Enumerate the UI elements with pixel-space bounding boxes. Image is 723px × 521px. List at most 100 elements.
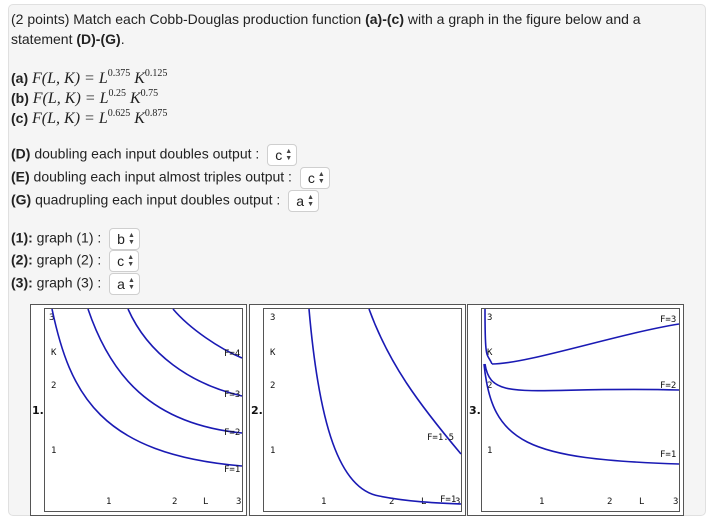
level-curve-f1 <box>51 308 243 467</box>
level-curve-f3-tail <box>491 323 680 365</box>
statement-g: (G) quadrupling each input doubles outpu… <box>11 190 319 212</box>
function-c: (c) F(L, K) = L0.625 K0.875 <box>11 108 167 128</box>
y-tick-2: 2 <box>487 381 492 391</box>
level-curve-f1-5 <box>368 308 462 455</box>
graph-answer-text: graph (3) : <box>32 274 102 291</box>
statement-text: quadrupling each input doubles output : <box>31 191 281 208</box>
graph-number: 3. <box>469 404 481 417</box>
capital-exponent: 0.75 <box>140 88 159 99</box>
capital-exponent: 0.125 <box>144 68 168 79</box>
graph-number: 2. <box>251 404 263 417</box>
level-curve-f3 <box>127 308 243 397</box>
graph-number: 1. <box>32 404 44 417</box>
function-lhs: F(L, K) = <box>32 90 100 107</box>
curve-label-f1: F=1 <box>224 465 240 475</box>
function-label: (b) <box>11 90 29 106</box>
y-tick-3: 3 <box>487 313 492 323</box>
labor-exponent: 0.625 <box>107 108 131 119</box>
graph-answer-1: (1): graph (1) : b ▲ ▼ <box>11 228 140 250</box>
graph-frame <box>467 304 684 516</box>
graph-1-select[interactable]: b ▲ ▼ <box>109 228 140 250</box>
level-curve-f2 <box>87 308 243 434</box>
plot-area <box>481 308 680 512</box>
labor-exponent: 0.25 <box>108 88 126 99</box>
level-curve-f2 <box>484 363 680 392</box>
function-formula: F(L, K) = L0.375 K0.125 <box>32 68 168 87</box>
function-formula: F(L, K) = L0.25 K0.75 <box>32 88 159 107</box>
y-tick-1: 1 <box>270 446 275 456</box>
y-axis-label: K <box>51 348 57 358</box>
level-curve-f1 <box>483 363 680 465</box>
select-value: c <box>275 147 283 163</box>
y-axis-label: K <box>487 348 493 358</box>
curve-label-f2: F=2 <box>660 381 676 391</box>
graph-3-select[interactable]: a ▲ ▼ <box>109 273 140 295</box>
function-label: (c) <box>11 110 29 126</box>
curve-label-f1-5: F=1.5 <box>427 433 454 443</box>
graph-2-select[interactable]: c ▲ ▼ <box>109 250 140 272</box>
x-tick-1: 1 <box>106 497 111 507</box>
curve-label-f2: F=2 <box>224 428 240 438</box>
x-tick-2: 2 <box>389 497 394 507</box>
intro-end: . <box>120 31 125 47</box>
x-tick-2: 2 <box>172 497 177 507</box>
level-curve-f3 <box>484 308 493 365</box>
points-text: (2 points) <box>11 11 70 27</box>
curve-label-f4: F=4 <box>224 349 240 359</box>
statement-g-select[interactable]: a ▲ ▼ <box>288 190 319 212</box>
graph-answer-label: (3): <box>11 274 33 291</box>
curve-label-f3: F=3 <box>660 315 676 325</box>
select-arrows-icon: ▲ ▼ <box>128 232 135 246</box>
level-curve-f1 <box>308 308 462 505</box>
statement-text: doubling each input almost triples outpu… <box>29 168 292 185</box>
statement-label: (G) <box>11 191 32 208</box>
x-tick-2: 2 <box>607 497 612 507</box>
select-arrows-icon: ▲ ▼ <box>127 254 135 268</box>
function-label: (a) <box>11 70 29 86</box>
labor-exponent: 0.375 <box>107 68 131 79</box>
curve-label-f1: F=1 <box>660 450 676 460</box>
function-formula: F(L, K) = L0.625 K0.875 <box>32 108 168 127</box>
function-b: (b) F(L, K) = L0.25 K0.75 <box>11 88 158 108</box>
select-value: a <box>117 276 125 292</box>
graph-answer-text: graph (1) : <box>32 229 102 246</box>
function-lhs: F(L, K) = <box>32 110 99 127</box>
x-tick-3: 3 <box>673 497 678 507</box>
graph-answer-2: (2): graph (2) : c ▲ ▼ <box>11 250 140 272</box>
select-arrows-icon: ▲ ▼ <box>307 194 314 208</box>
x-tick-3: 3 <box>236 497 241 507</box>
statement-e-select[interactable]: c ▲ ▼ <box>299 167 330 189</box>
x-tick-1: 1 <box>539 497 544 507</box>
x-tick-1: 1 <box>321 497 326 507</box>
statement-text: doubling each input doubles output : <box>30 145 260 162</box>
plot-area <box>44 308 243 512</box>
statement-label: (E) <box>11 168 30 185</box>
intro-text-1: Match each Cobb-Douglas production funct… <box>69 11 366 27</box>
x-tick-3: 3 <box>455 497 460 507</box>
y-tick-2: 2 <box>51 381 56 391</box>
function-a: (a) F(L, K) = L0.375 K0.125 <box>11 68 167 88</box>
statement-d: (D) doubling each input doubles output :… <box>11 144 298 166</box>
y-tick-3: 3 <box>270 313 275 323</box>
statement-d-select[interactable]: c ▲ ▼ <box>267 144 298 166</box>
graph-1: 1. 3 K 2 1 1 2 L 3 F=4 F=3 F=2 F=1 <box>30 304 247 516</box>
statement-e: (E) doubling each input almost triples o… <box>11 167 330 189</box>
select-value: c <box>307 170 315 186</box>
graph-2: 2. 3 K 2 1 1 2 L 3 F=1.5 F=1 <box>249 304 466 516</box>
intro-range-2: (D)-(G) <box>76 31 121 47</box>
graph-3: 3. 3 K 2 1 1 2 L 3 F=3 F=2 F=1 <box>467 304 684 516</box>
graph-answer-label: (1): <box>11 229 33 246</box>
statement-label: (D) <box>11 145 31 162</box>
capital-exponent: 0.875 <box>144 108 168 119</box>
y-tick-2: 2 <box>270 381 275 391</box>
function-lhs: F(L, K) = <box>32 70 99 87</box>
select-value: c <box>117 253 125 269</box>
problem-statement: (2 points) Match each Cobb-Douglas produ… <box>11 9 681 49</box>
x-axis-label: L <box>639 497 644 507</box>
y-tick-1: 1 <box>487 446 492 456</box>
y-tick-1: 1 <box>51 446 56 456</box>
plot-area <box>263 308 462 512</box>
intro-text-2: with a graph in the figure below and a s… <box>11 11 641 47</box>
select-value: b <box>117 231 125 247</box>
graph-answer-text: graph (2) : <box>32 251 102 268</box>
